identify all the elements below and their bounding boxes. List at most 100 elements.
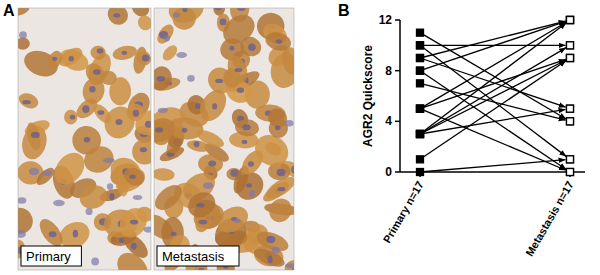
paired-line [420, 160, 566, 172]
nucleus [155, 127, 163, 132]
stained-cell [24, 121, 43, 151]
nucleus [142, 54, 150, 61]
stained-cell [194, 126, 226, 150]
paired-line [420, 23, 566, 134]
stained-cell [198, 154, 223, 174]
y-tick-label: 4 [385, 114, 392, 128]
nucleus [133, 195, 142, 200]
nucleus [130, 220, 138, 225]
nucleus [182, 8, 187, 12]
y-tick [395, 171, 400, 173]
stained-cell [154, 114, 178, 146]
stained-cell [154, 167, 175, 181]
y-tick-label: 0 [385, 165, 392, 179]
nucleus [272, 247, 280, 254]
stained-cell [18, 203, 38, 238]
nucleus [122, 51, 127, 55]
nucleus [82, 105, 89, 113]
nucleus [109, 193, 114, 201]
nucleus [194, 141, 200, 147]
stained-cell [195, 85, 232, 126]
nucleus [70, 115, 75, 120]
y-axis [399, 20, 401, 172]
nucleus [18, 230, 26, 238]
nucleus [107, 183, 113, 190]
nucleus [93, 69, 101, 75]
point-marker [567, 55, 574, 62]
stained-cell [154, 22, 177, 47]
y-tick-label: 8 [385, 64, 392, 78]
nucleus [285, 263, 294, 268]
nucleus [42, 170, 51, 176]
point-marker [417, 156, 424, 163]
nucleus [131, 243, 137, 250]
image-label: Primary [26, 249, 71, 264]
nucleus [145, 121, 151, 128]
point-marker [567, 17, 574, 24]
stained-cell [80, 76, 107, 107]
nucleus [242, 140, 248, 144]
nucleus [171, 232, 177, 236]
nucleus [167, 152, 175, 156]
stained-cell [136, 13, 151, 32]
stained-cell [111, 247, 151, 270]
stained-cell [104, 8, 132, 29]
stained-cell [49, 147, 91, 190]
micrograph [18, 8, 151, 270]
x-tick-label: Metastasis n=17 [523, 179, 576, 258]
nucleus [164, 35, 170, 41]
stained-cell [224, 53, 251, 86]
nucleus [208, 161, 216, 167]
y-tick [395, 19, 400, 21]
point-marker [567, 118, 574, 125]
nucleus [196, 203, 204, 207]
nucleus [214, 8, 222, 10]
point-marker [567, 169, 574, 176]
nucleus [195, 103, 200, 109]
point-marker [567, 42, 574, 49]
point-marker [567, 42, 574, 49]
point-marker [567, 17, 574, 24]
point-marker [567, 17, 574, 24]
paired-line [420, 61, 566, 160]
stained-cell [265, 115, 292, 142]
nucleus [237, 8, 246, 11]
y-tick [395, 121, 400, 123]
paired-line [420, 71, 566, 170]
nucleus [242, 124, 250, 130]
plot-area [417, 17, 574, 176]
image-label-box [21, 246, 81, 266]
y-axis-label: AGR2 Quickscore [361, 45, 375, 147]
nucleus [277, 169, 286, 177]
nucleus [22, 100, 30, 104]
stained-cell [131, 106, 151, 140]
stained-cell [80, 142, 118, 178]
nucleus [84, 137, 90, 143]
stained-cell [35, 215, 67, 250]
nucleus [53, 200, 65, 206]
nucleus [143, 226, 151, 232]
nucleus [19, 31, 27, 38]
point-marker [417, 131, 424, 138]
stained-cell [18, 90, 41, 111]
nucleus [29, 168, 39, 176]
stained-cell [265, 194, 294, 226]
micrograph [154, 8, 294, 270]
nucleus [275, 125, 281, 130]
panel-label: B [338, 2, 350, 19]
nucleus [199, 220, 208, 225]
point-marker [417, 55, 424, 62]
stained-cell [154, 180, 186, 215]
point-marker [417, 131, 424, 138]
stained-cell [18, 8, 31, 18]
paired-line [420, 48, 566, 134]
stained-cell [114, 203, 151, 243]
paired-line [420, 59, 566, 108]
stained-cell [234, 118, 260, 137]
nucleus [158, 108, 168, 113]
nucleus [276, 39, 282, 43]
nucleus [18, 197, 26, 203]
nucleus [229, 46, 234, 51]
stained-cell [160, 43, 180, 64]
point-marker [417, 105, 424, 112]
